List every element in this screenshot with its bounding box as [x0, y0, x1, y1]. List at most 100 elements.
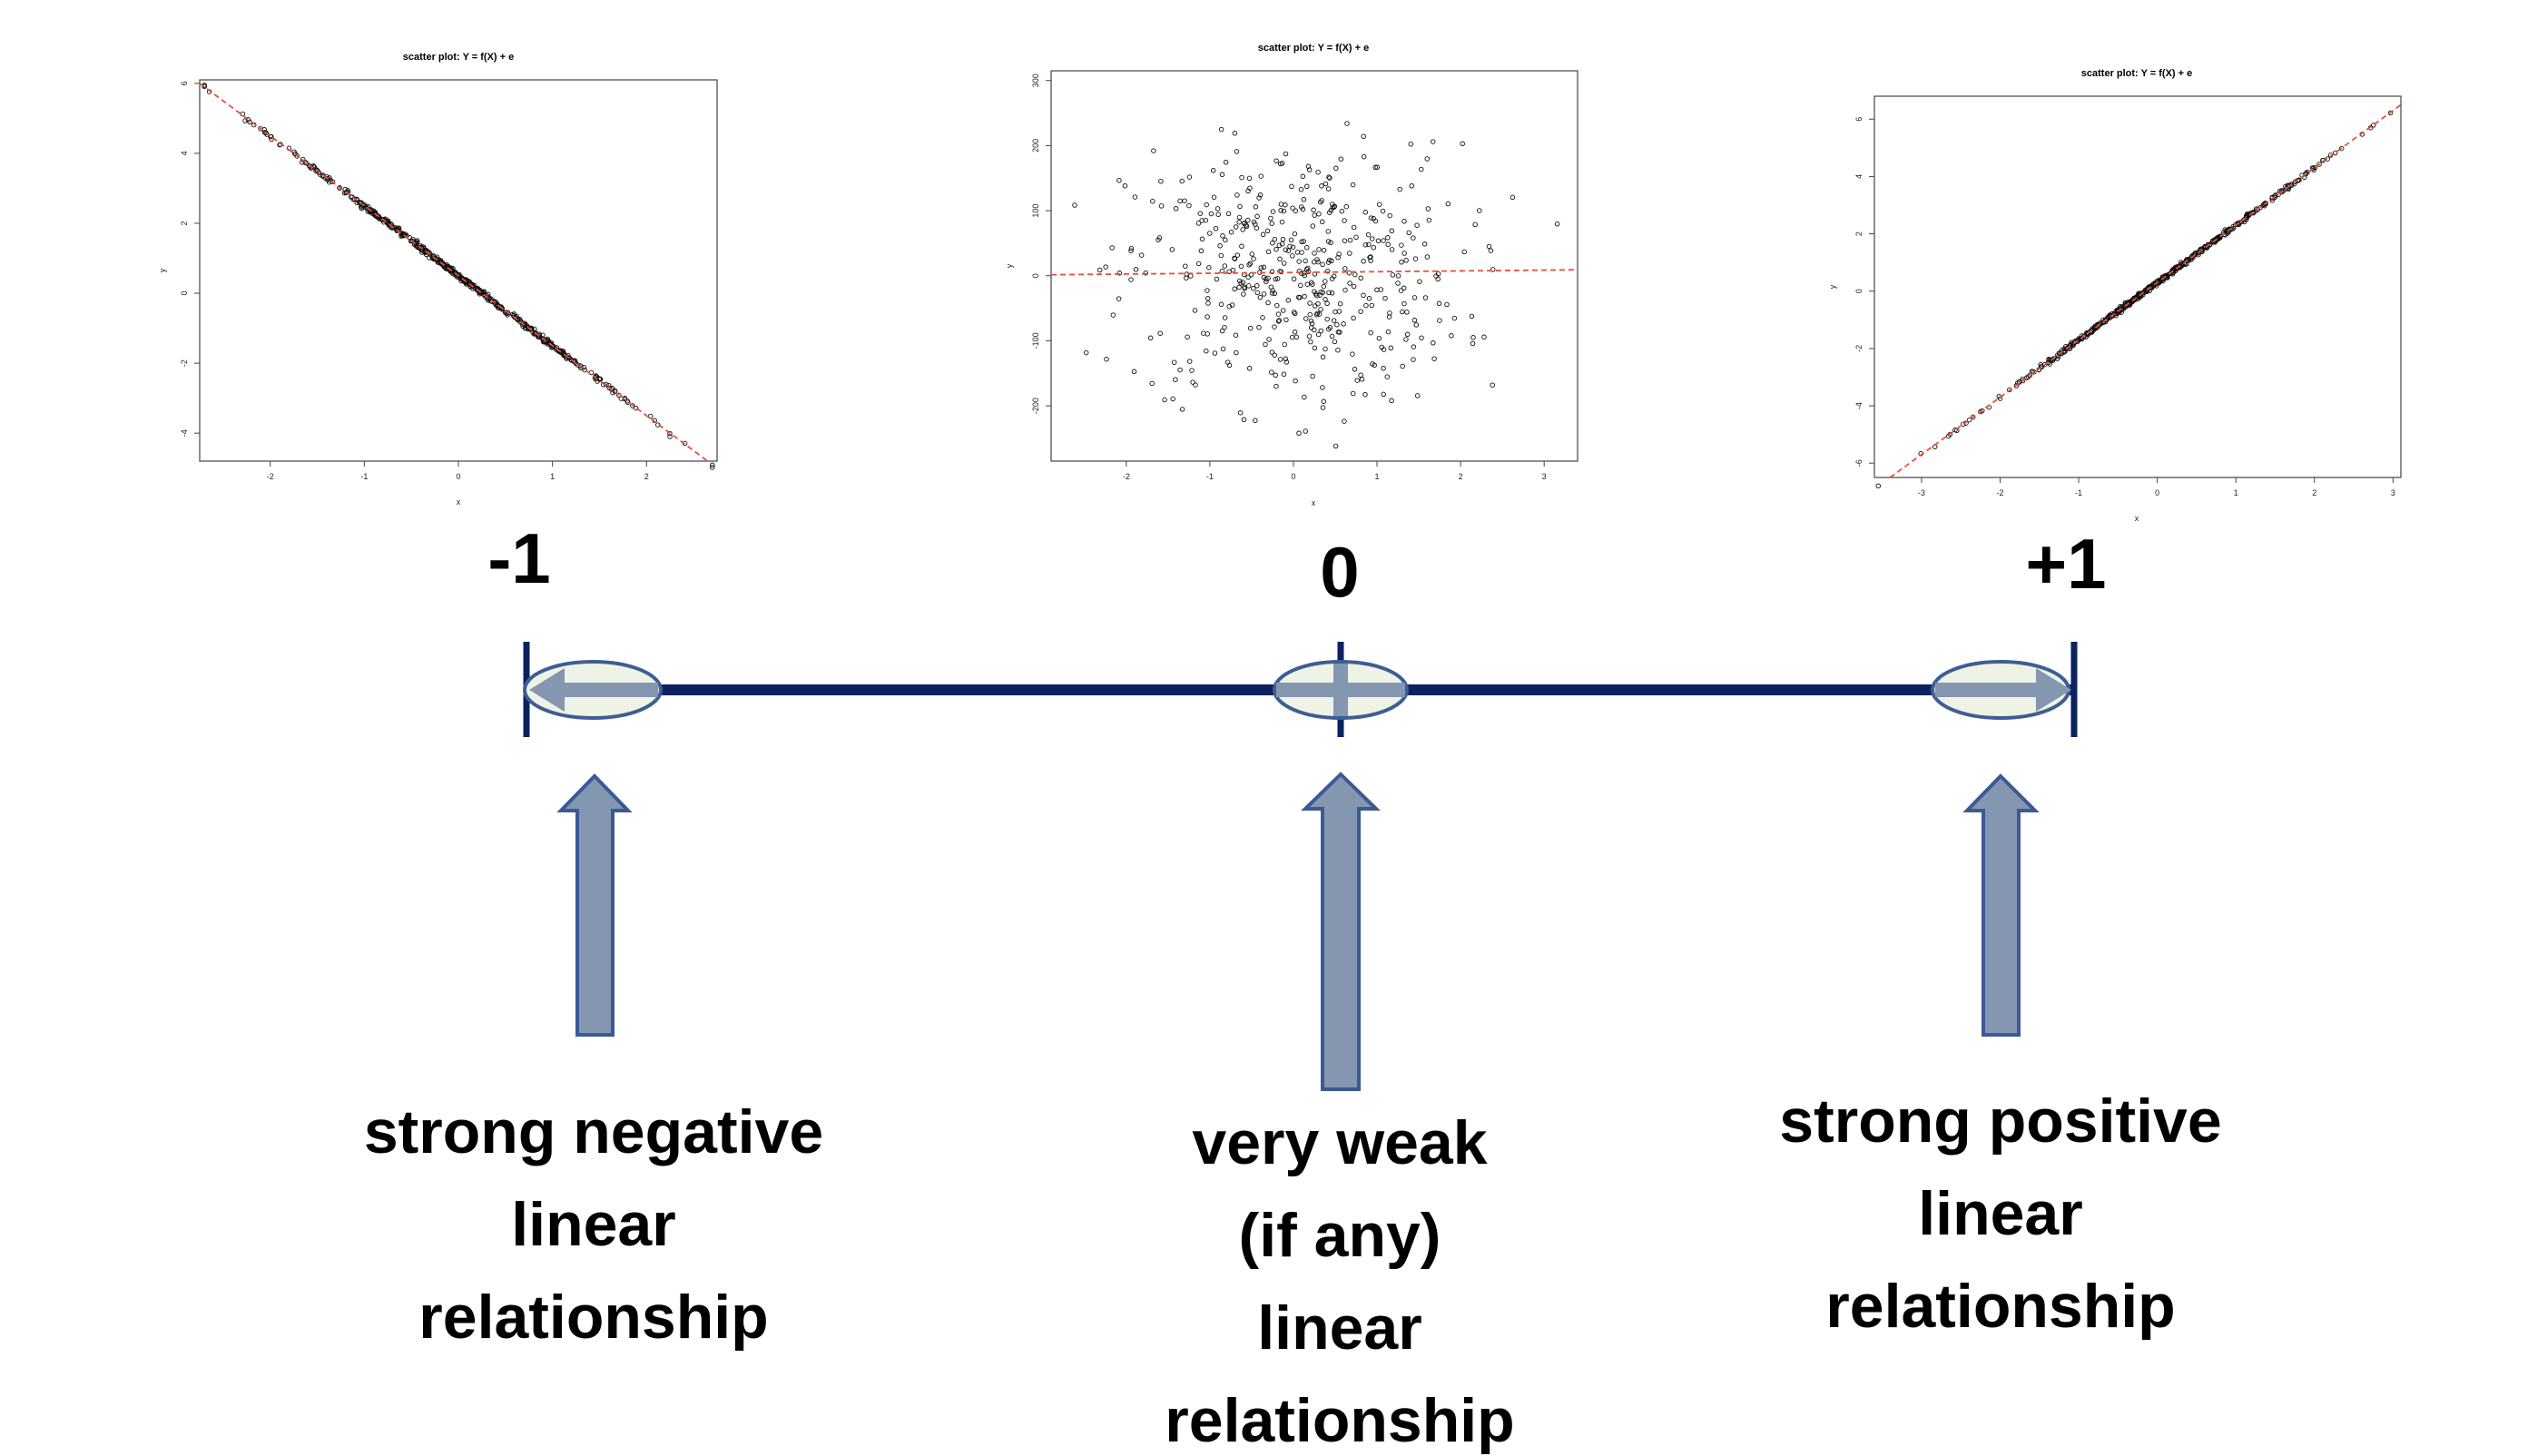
data-point — [1342, 287, 1348, 293]
data-point — [2157, 278, 2162, 283]
data-point — [1306, 333, 1313, 339]
data-point — [1138, 252, 1145, 258]
data-point — [1414, 222, 1420, 228]
data-point — [2207, 241, 2213, 247]
data-point — [1272, 290, 1278, 297]
data-point — [1305, 163, 1312, 170]
correlation-number-line — [523, 642, 2078, 737]
data-point — [1337, 330, 1342, 335]
data-point — [1311, 259, 1317, 265]
data-point — [1170, 396, 1175, 402]
data-point — [624, 398, 630, 404]
data-point — [1319, 219, 1325, 225]
data-point — [1258, 173, 1264, 179]
data-point — [1374, 287, 1380, 293]
data-point — [1173, 206, 1179, 212]
data-point — [1303, 258, 1308, 264]
data-point — [1278, 202, 1284, 207]
data-point — [1236, 219, 1242, 225]
y-axis-title: y — [1828, 284, 1837, 289]
data-point — [1214, 276, 1220, 282]
data-point — [1365, 231, 1372, 238]
data-point — [1223, 160, 1229, 165]
data-point — [1375, 238, 1382, 244]
data-point — [1337, 300, 1343, 307]
data-point — [633, 405, 639, 411]
data-point — [1320, 385, 1325, 390]
data-point — [449, 271, 456, 276]
data-point — [1283, 202, 1288, 208]
data-point — [1205, 288, 1210, 293]
data-point — [1347, 237, 1353, 243]
data-point — [1397, 186, 1402, 192]
x-tick-label: 1 — [1375, 472, 1380, 481]
data-point — [1379, 344, 1384, 350]
data-point — [1490, 267, 1496, 272]
regression-line — [199, 83, 709, 462]
data-point — [1300, 173, 1306, 180]
x-tick-label: 3 — [2391, 488, 2395, 497]
data-point — [1323, 346, 1328, 352]
description-line: linear — [511, 1190, 675, 1259]
data-point — [1240, 227, 1245, 232]
data-point — [1210, 168, 1216, 173]
data-point — [1218, 126, 1224, 133]
data-point — [1342, 218, 1347, 223]
data-point — [1302, 272, 1308, 279]
x-tick-label: -2 — [1996, 488, 2003, 497]
data-point — [1219, 328, 1225, 334]
description-line: strong positive — [1779, 1087, 2221, 1156]
data-point — [1351, 283, 1357, 290]
data-point — [1385, 329, 1392, 335]
data-point — [269, 136, 274, 143]
description-line: relationship — [1165, 1386, 1514, 1455]
data-point — [1149, 380, 1155, 387]
description-line: very weak — [1192, 1108, 1487, 1177]
x-tick-label: 2 — [644, 472, 649, 481]
data-point — [2195, 251, 2200, 256]
data-point — [2235, 221, 2240, 227]
data-point — [1403, 258, 1409, 263]
data-point — [1203, 217, 1209, 223]
description-none: very weak (if any) linear relationship — [1165, 1108, 1514, 1455]
data-point — [2104, 317, 2109, 323]
data-point — [1257, 294, 1264, 300]
data-point — [1338, 156, 1344, 162]
data-point — [1389, 228, 1395, 234]
data-point — [1323, 181, 1329, 187]
data-point — [240, 111, 246, 117]
data-point — [667, 434, 673, 439]
data-point — [1385, 235, 1391, 241]
data-point — [1336, 251, 1342, 257]
data-point — [2178, 260, 2184, 265]
data-point — [1334, 321, 1340, 328]
x-tick-label: -2 — [1123, 472, 1130, 481]
data-point — [1264, 228, 1271, 234]
data-point — [1358, 372, 1363, 378]
data-point — [710, 462, 715, 468]
data-point — [1205, 331, 1210, 337]
description-negative: strong negative linear relationship — [364, 1097, 823, 1352]
data-point — [1325, 186, 1332, 192]
data-point — [2144, 288, 2149, 293]
description-line: (if any) — [1239, 1201, 1441, 1270]
data-point — [2163, 273, 2169, 279]
data-point — [1431, 340, 1436, 346]
data-point — [1272, 236, 1278, 242]
data-point — [1205, 300, 1211, 306]
data-point — [1143, 270, 1148, 276]
data-point — [354, 200, 359, 206]
data-point — [1488, 248, 1494, 253]
data-point — [2183, 258, 2189, 263]
data-point — [1966, 417, 1972, 423]
data-point — [1269, 349, 1275, 355]
data-point — [427, 255, 432, 261]
data-point — [1162, 397, 1167, 403]
plot-frame — [1873, 95, 2402, 478]
data-point — [1368, 254, 1373, 260]
data-point — [1381, 391, 1386, 398]
data-point — [1226, 303, 1233, 310]
data-point — [1312, 345, 1318, 351]
data-point — [2027, 372, 2033, 379]
data-point — [1241, 417, 1247, 423]
